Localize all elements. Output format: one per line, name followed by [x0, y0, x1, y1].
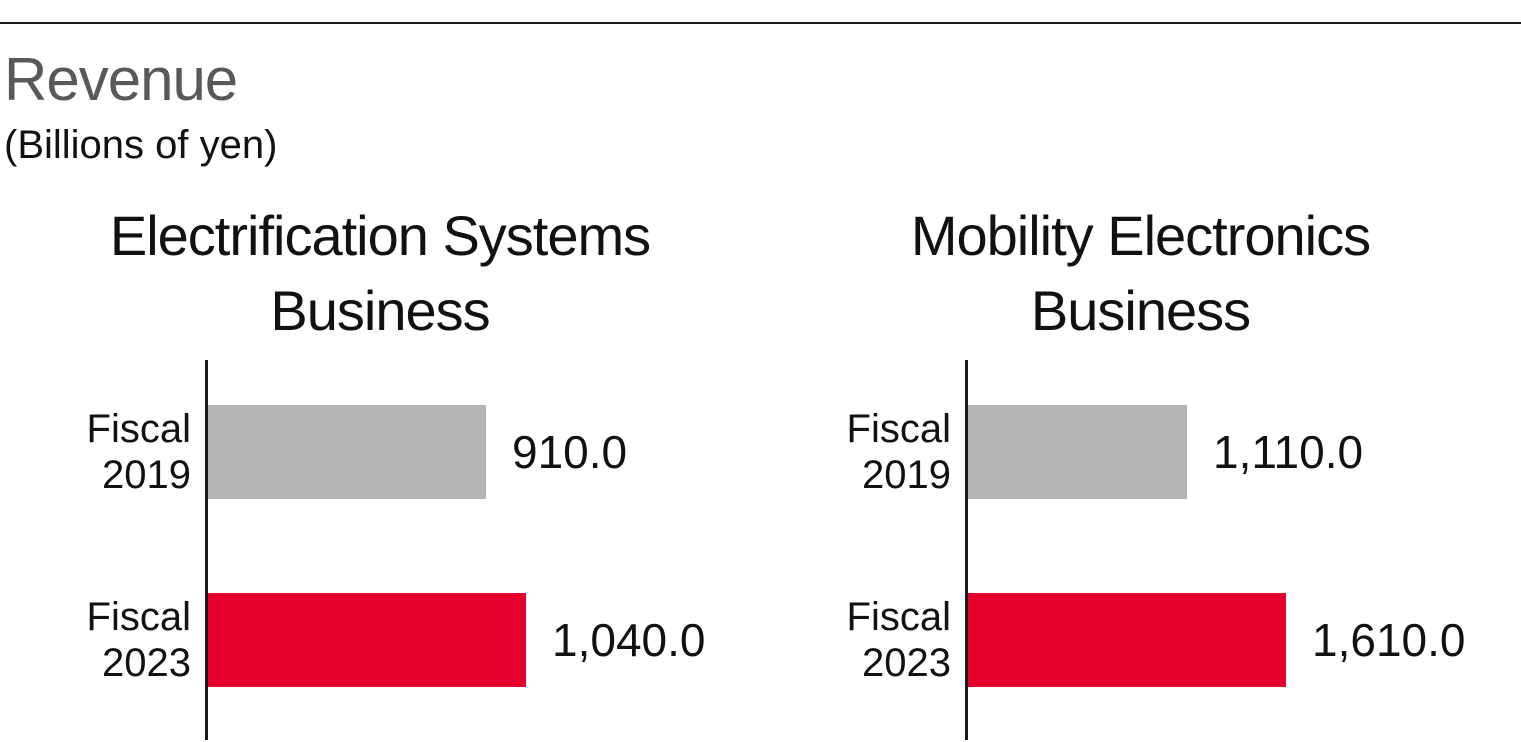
bar-row-fiscal-2023: Fiscal 2023 1,040.0 — [0, 593, 760, 687]
y-axis-line — [965, 360, 968, 740]
chart-title-line1: Electrification Systems — [109, 204, 651, 267]
top-divider-rule — [0, 22, 1521, 24]
bar-fiscal-2023 — [968, 593, 1286, 687]
chart-title-line2: Business — [1030, 279, 1251, 342]
bar-row-fiscal-2023: Fiscal 2023 1,610.0 — [760, 593, 1521, 687]
y-axis-line — [205, 360, 208, 740]
bar-row-fiscal-2019: Fiscal 2019 910.0 — [0, 405, 760, 499]
value-label-fiscal-2023: 1,610.0 — [1312, 614, 1466, 666]
category-label-fiscal-2023: Fiscal 2023 — [846, 595, 951, 685]
plot-area: Fiscal 2019 1,110.0 Fiscal 2023 1,610.0 — [760, 360, 1521, 740]
bar-row-fiscal-2019: Fiscal 2019 1,110.0 — [760, 405, 1521, 499]
bar-fiscal-2019 — [208, 405, 486, 499]
chart-title-line1: Mobility Electronics — [910, 204, 1371, 267]
page-title: Revenue — [4, 46, 238, 113]
chart-title: Mobility Electronics Business — [760, 198, 1521, 348]
bar-fiscal-2023 — [208, 593, 526, 687]
chart-title: Electrification Systems Business — [0, 198, 760, 348]
value-label-fiscal-2019: 910.0 — [512, 426, 628, 478]
chart-title-line2: Business — [270, 279, 490, 342]
value-label-fiscal-2023: 1,040.0 — [552, 614, 706, 666]
page-subtitle-units: (Billions of yen) — [4, 123, 278, 167]
category-label-fiscal-2019: Fiscal 2019 — [86, 407, 191, 497]
category-label-fiscal-2023: Fiscal 2023 — [86, 595, 191, 685]
value-label-fiscal-2019: 1,110.0 — [1213, 426, 1364, 478]
chart-electrification-systems: Electrification Systems Business Fiscal 2… — [0, 0, 760, 742]
bar-fiscal-2019 — [968, 405, 1187, 499]
plot-area: Fiscal 2019 910.0 Fiscal 2023 1,040.0 — [0, 360, 760, 740]
category-label-fiscal-2019: Fiscal 2019 — [846, 407, 951, 497]
chart-mobility-electronics: Mobility Electronics Business Fiscal 2019… — [760, 0, 1521, 742]
